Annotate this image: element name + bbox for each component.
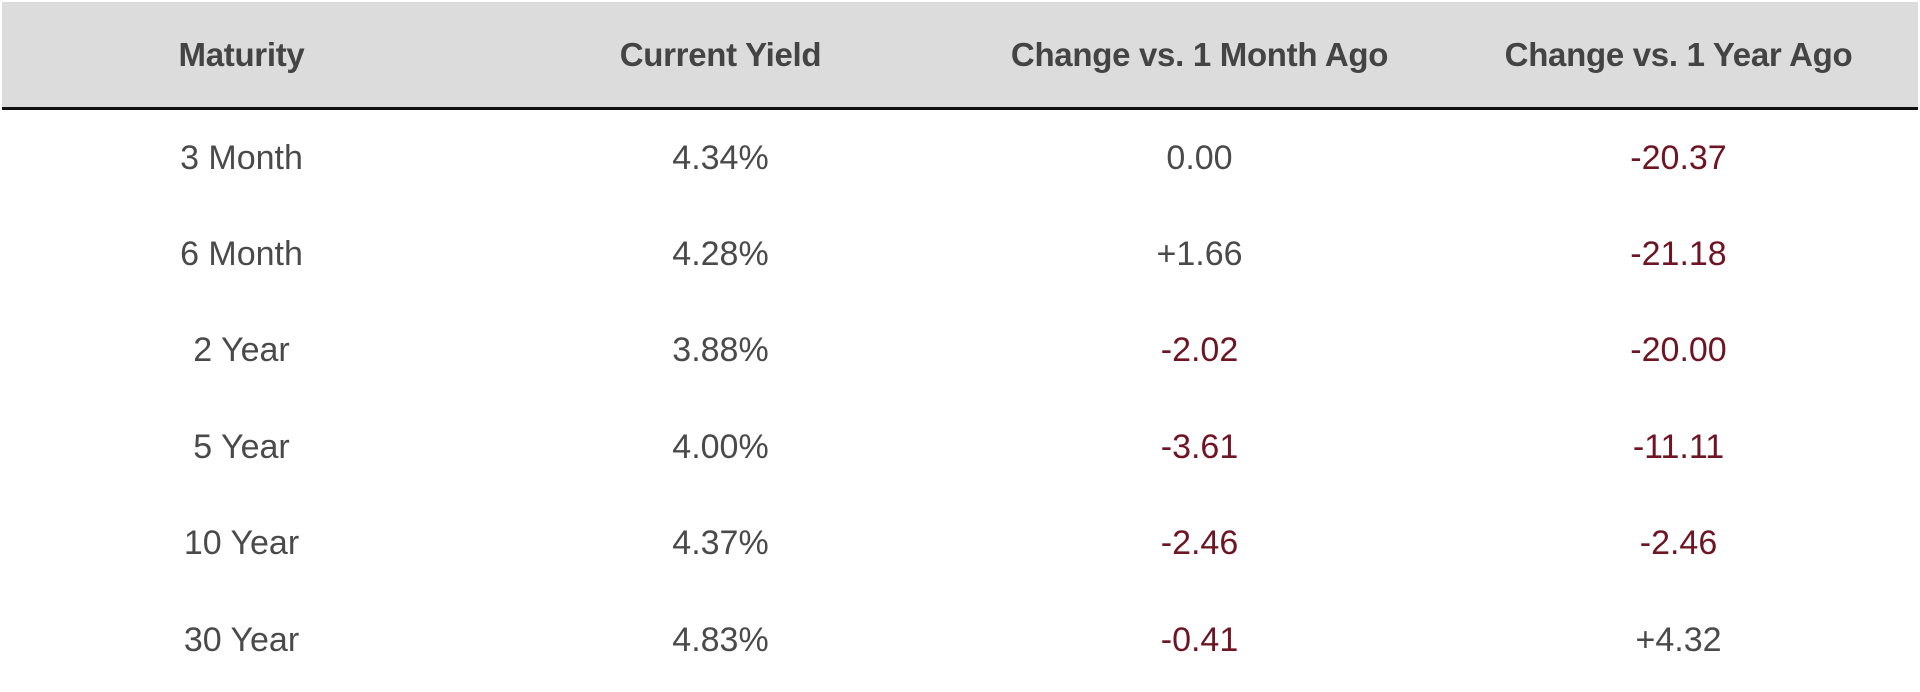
change-1-month-cell: -2.46 <box>1160 524 1239 563</box>
header-change-1-month: Change vs. 1 Month Ago <box>1010 35 1389 73</box>
maturity-cell: 3 Month <box>180 138 303 177</box>
change-1-month-cell: -3.61 <box>1160 427 1239 466</box>
change-1-year-cell: -20.00 <box>1630 331 1727 370</box>
maturity-cell: 10 Year <box>183 524 300 563</box>
change-1-year-cell: -11.11 <box>1632 427 1725 466</box>
table-row: 5 Year 4.00% -3.61 -11.11 <box>2 399 1918 495</box>
change-1-month-cell: 0.00 <box>1166 138 1233 177</box>
maturity-cell: 6 Month <box>180 235 303 274</box>
change-1-month-cell: -0.41 <box>1160 620 1239 659</box>
current-yield-cell: 4.00% <box>672 427 769 466</box>
table-row: 10 Year 4.37% -2.46 -2.46 <box>2 496 1918 592</box>
maturity-cell: 5 Year <box>193 427 290 466</box>
change-1-month-cell: -2.02 <box>1160 331 1239 370</box>
table-row: 2 Year 3.88% -2.02 -20.00 <box>2 303 1918 399</box>
header-current-yield: Current Yield <box>619 35 822 73</box>
current-yield-cell: 3.88% <box>672 331 769 370</box>
table-row: 6 Month 4.28% +1.66 -21.18 <box>2 206 1918 302</box>
current-yield-cell: 4.28% <box>672 235 769 274</box>
maturity-cell: 30 Year <box>183 620 300 659</box>
maturity-cell: 2 Year <box>193 331 290 370</box>
change-1-year-cell: -21.18 <box>1630 235 1727 274</box>
current-yield-cell: 4.83% <box>672 620 769 659</box>
change-1-year-cell: +4.32 <box>1635 620 1722 659</box>
change-1-year-cell: -2.46 <box>1639 524 1718 563</box>
table-row: 30 Year 4.83% -0.41 +4.32 <box>2 592 1918 688</box>
current-yield-cell: 4.37% <box>672 524 769 563</box>
table-row: 3 Month 4.34% 0.00 -20.37 <box>2 110 1918 206</box>
header-change-1-year: Change vs. 1 Year Ago <box>1504 35 1853 73</box>
current-yield-cell: 4.34% <box>672 138 769 177</box>
table-header-row: Maturity Current Yield Change vs. 1 Mont… <box>2 2 1918 110</box>
change-1-year-cell: -20.37 <box>1630 138 1727 177</box>
header-maturity: Maturity <box>178 35 305 73</box>
change-1-month-cell: +1.66 <box>1156 235 1243 274</box>
